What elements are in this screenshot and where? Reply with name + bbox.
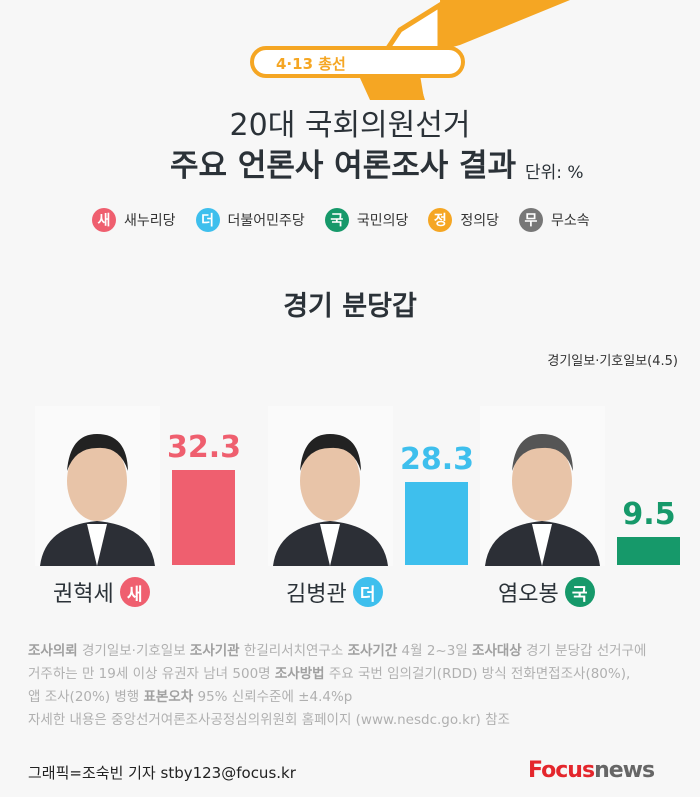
party-badge-icon: 무 [518, 208, 543, 232]
focusnews-logo: Focusnews [528, 758, 655, 783]
party-badge-icon: 더 [352, 577, 383, 607]
chart-title: 경기 분당갑 [283, 291, 417, 322]
party-badge-icon: 더 [195, 208, 220, 232]
note-heading: 조사방법 [274, 666, 325, 682]
note-text: 경기일보·기호일보 [77, 643, 190, 659]
note-text: 경기 분당갑 선거구에 [521, 643, 647, 659]
page-title: 20대 국회의원선거 [229, 108, 471, 143]
party-badge-icon: 국 [564, 577, 595, 607]
unit-label: 단위: % [525, 163, 584, 183]
legend-label: 새누리당 [124, 213, 176, 229]
note-text: 한길리서치연구소 [239, 643, 348, 659]
note-heading: 조사의뢰 [28, 643, 78, 659]
note-text: 앱 조사(20%) 병행 [28, 689, 144, 705]
badge-label: 4·13 총선 [276, 55, 346, 73]
note-text: 주요 국번 임의걸기(RDD) 방식 전화면접조사(80%), [324, 666, 631, 682]
candidate-photo [268, 406, 393, 566]
party-legend: 새 새누리당 더 더불어민주당 국 국민의당 정 정의당 무 무소속 [92, 208, 590, 232]
logo-news: news [594, 758, 655, 783]
legend-item: 더 더불어민주당 [195, 208, 305, 232]
note-heading: 조사기관 [189, 643, 240, 659]
candidate-label: 염오봉 [498, 582, 559, 607]
candidate-label: 김병관 [286, 582, 347, 607]
legend-label: 국민의당 [356, 213, 409, 229]
legend-label: 무소속 [550, 213, 590, 229]
bar [405, 481, 468, 565]
data-label: 28.3 [399, 441, 475, 477]
survey-notes: 조사의뢰 경기일보·기호일보 조사기관 한길리서치연구소 조사기간 4월 2~3… [28, 640, 688, 732]
party-badge-icon: 새 [119, 577, 150, 607]
bar [172, 470, 235, 565]
note-heading: 조사기간 [347, 643, 398, 659]
logo-focus: Focus [528, 758, 595, 783]
graphic-credit: 그래픽=조숙빈 기자 stby123@focus.kr [28, 764, 296, 782]
candidate-name: 권혁세 새 [53, 576, 150, 608]
note-heading: 조사대상 [472, 643, 522, 659]
note-text: 거주하는 만 19세 이상 유권자 남녀 500명 [28, 666, 275, 682]
poll-source: 경기일보·기호일보(4.5) [547, 354, 678, 369]
data-label: 32.3 [166, 430, 242, 466]
note-line: 조사의뢰 경기일보·기호일보 조사기관 한길리서치연구소 조사기간 4월 2~3… [28, 640, 688, 663]
note-line: 앱 조사(20%) 병행 표본오차 95% 신뢰수준에 ±4.4%p [28, 686, 688, 709]
data-label: 9.5 [622, 497, 676, 533]
legend-item: 정 정의당 [428, 208, 499, 232]
candidate-photo [35, 406, 160, 566]
candidate-label: 권혁세 [53, 582, 114, 607]
candidate-photo [480, 406, 605, 566]
bar [617, 537, 680, 565]
note-text: 자세한 내용은 중앙선거여론조사공정심의위원회 홈페이지 (www.nesdc.… [28, 712, 510, 728]
party-badge-icon: 정 [428, 208, 453, 232]
legend-label: 정의당 [460, 213, 499, 229]
party-badge-icon: 새 [92, 208, 116, 232]
legend-label: 더불어민주당 [227, 213, 305, 229]
note-line: 거주하는 만 19세 이상 유권자 남녀 500명 조사방법 주요 국번 임의걸… [28, 663, 688, 686]
ballot-hand-illustration [360, 0, 570, 100]
page-subtitle: 주요 언론사 여론조사 결과 [170, 148, 517, 184]
candidate-name: 염오봉 국 [498, 576, 595, 608]
note-line: 자세한 내용은 중앙선거여론조사공정심의위원회 홈페이지 (www.nesdc.… [28, 709, 688, 732]
note-text: 4월 2~3일 [397, 643, 473, 659]
legend-item: 무 무소속 [518, 208, 590, 232]
note-text: 95% 신뢰수준에 ±4.4%p [193, 689, 353, 705]
legend-item: 국 국민의당 [324, 208, 409, 232]
legend-item: 새 새누리당 [92, 208, 176, 232]
candidate-name: 김병관 더 [286, 576, 383, 608]
party-badge-icon: 국 [324, 208, 349, 232]
election-badge: 4·13 총선 [250, 46, 465, 78]
note-heading: 표본오차 [143, 689, 194, 705]
